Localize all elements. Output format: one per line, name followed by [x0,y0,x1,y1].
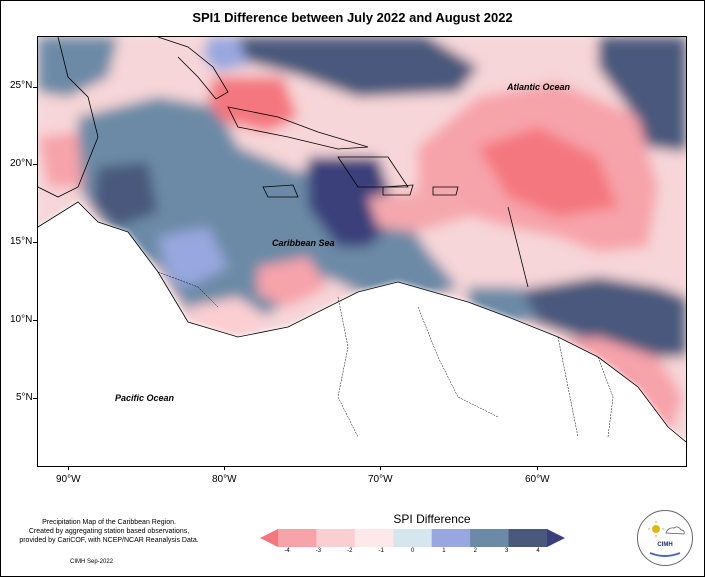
legend-tick-label: -1 [378,548,384,554]
lat-label-10n: 10°N [10,314,33,325]
legend-swatch-5 [431,529,471,547]
logo-text: CIMH [657,542,673,548]
tick-20n [33,164,37,165]
credit-date: CIMH Sep-2022 [70,559,114,565]
map-canvas [38,37,686,466]
tick-5n [33,398,37,399]
map-title: SPI1 Difference between July 2022 and Au… [192,10,513,25]
legend-swatch-2 [316,529,356,547]
legend-tick-label: 4 [536,548,540,554]
lon-label-90w: 90°W [56,474,81,485]
legend-swatch-0 [260,529,278,547]
legend-swatch-3 [354,529,394,547]
legend-tick-label: -3 [315,548,322,554]
tick-90w [68,466,69,470]
coastlines [38,37,686,443]
legend-swatch-8 [547,529,565,547]
legend-tick-label: 3 [504,548,509,554]
lon-label-70w: 70°W [368,474,393,485]
legend-tick-label: 0 [410,548,415,554]
tick-25n [33,87,37,88]
tick-15n [33,242,37,243]
region-label-pacific: Pacific Ocean [115,393,175,403]
tick-80w [224,466,225,470]
credit-text: Precipitation Map of the Caribbean Regio… [14,518,204,545]
borders [157,271,614,438]
legend-title: SPI Difference [393,512,471,526]
region-label-caribbean: Caribbean Sea [272,238,335,248]
region-label-atlantic: Atlantic Ocean [507,82,571,92]
cimh-logo: CIMH [637,510,693,566]
tick-70w [380,466,381,470]
credit-line-3: provided by CariCOF, with NCEP/NCAR Rean… [19,537,199,544]
lon-label-80w: 80°W [212,474,237,485]
lat-label-5n: 5°N [16,392,33,403]
map-panel [37,36,687,467]
legend-tick-label: -4 [284,548,290,554]
legend-swatch-7 [508,529,548,547]
lat-label-15n: 15°N [10,236,33,247]
credit-line-2: Created by aggregating station based obs… [28,528,190,535]
legend-swatch-4 [393,529,433,547]
legend-tick-label: -2 [347,548,353,554]
lat-label-25n: 25°N [10,80,33,91]
tick-10n [33,320,37,321]
logo-emblem-icon [648,521,685,557]
legend-swatch-6 [470,529,510,547]
legend-swatch-1 [278,529,317,547]
legend-colorbar [260,529,565,547]
lon-label-60w: 60°W [525,474,550,485]
south-land [38,202,686,466]
lat-label-20n: 20°N [10,158,33,169]
tick-60w [537,466,538,470]
credit-line-1: Precipitation Map of the Caribbean Regio… [42,519,176,526]
legend-tick-label: 1 [442,548,446,554]
legend-tick-label: 2 [473,548,477,554]
